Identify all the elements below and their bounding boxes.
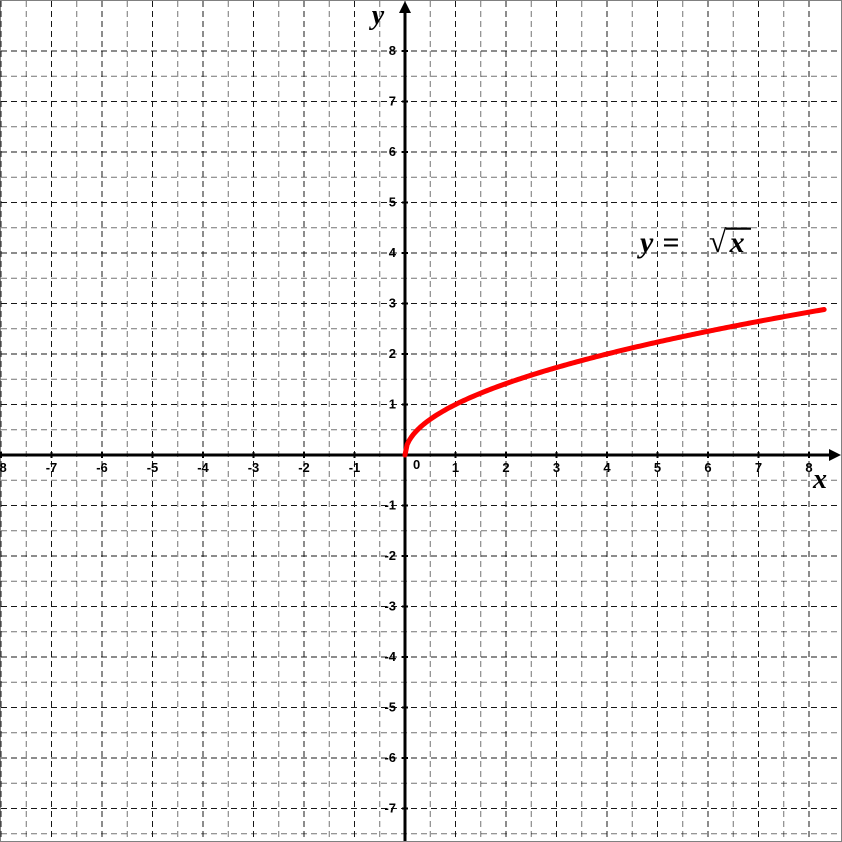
- y-tick-label: 4: [389, 245, 397, 260]
- svg-text:√: √: [709, 224, 727, 259]
- x-tick-label: -1: [349, 460, 361, 475]
- y-tick-label: -5: [384, 700, 396, 715]
- x-tick-label: -4: [197, 460, 209, 475]
- x-tick-label: 4: [603, 460, 611, 475]
- y-tick-label: -3: [384, 599, 396, 614]
- x-tick-label: -5: [147, 460, 159, 475]
- y-axis-label: y: [369, 0, 385, 31]
- y-tick-label: 1: [389, 397, 396, 412]
- x-tick-label: 5: [654, 460, 661, 475]
- y-tick-label: 6: [389, 144, 396, 159]
- y-tick-label: 8: [389, 43, 396, 58]
- sqrt-chart: -8-7-6-5-4-3-2-112345678-8-7-6-5-4-3-2-1…: [0, 0, 842, 842]
- x-tick-label: 2: [502, 460, 509, 475]
- x-tick-label: -6: [96, 460, 108, 475]
- y-tick-label: -7: [384, 801, 396, 816]
- y-tick-label: 5: [389, 195, 396, 210]
- y-tick-label: 3: [389, 296, 396, 311]
- x-tick-label: 8: [805, 460, 812, 475]
- svg-text:=: =: [663, 226, 680, 259]
- svg-text:x: x: [729, 226, 745, 259]
- x-tick-label: -3: [248, 460, 260, 475]
- x-tick-label: 7: [755, 460, 762, 475]
- y-tick-label: 2: [389, 346, 396, 361]
- x-tick-label: -7: [46, 460, 58, 475]
- origin-label: 0: [413, 457, 420, 472]
- x-tick-label: 1: [452, 460, 459, 475]
- x-tick-label: -8: [0, 460, 7, 475]
- svg-text:y: y: [637, 226, 654, 259]
- x-tick-label: 3: [553, 460, 560, 475]
- x-tick-label: 6: [704, 460, 711, 475]
- y-tick-label: -2: [384, 548, 396, 563]
- y-tick-label: 7: [389, 94, 396, 109]
- y-tick-label: -6: [384, 750, 396, 765]
- x-axis-label: x: [812, 464, 827, 495]
- y-tick-label: -1: [384, 498, 396, 513]
- x-tick-label: -2: [298, 460, 310, 475]
- y-tick-label: -4: [384, 649, 396, 664]
